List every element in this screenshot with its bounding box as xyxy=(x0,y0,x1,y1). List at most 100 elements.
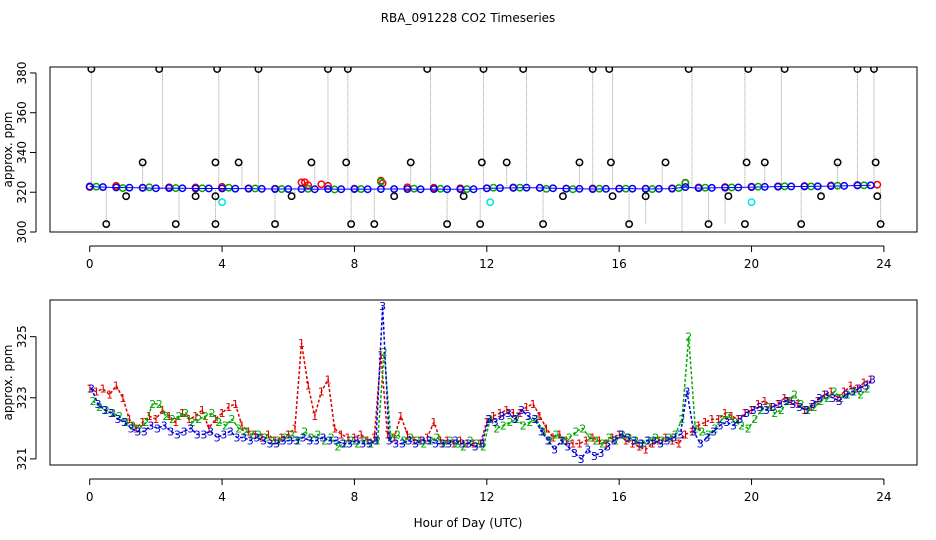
series-point-label: 2 xyxy=(705,428,712,441)
series-point-label: 1 xyxy=(741,407,748,420)
series-point-label: 1 xyxy=(497,407,504,420)
series-point-label: 1 xyxy=(821,389,828,402)
series-point-label: 1 xyxy=(688,425,695,438)
series-point-label: 3 xyxy=(458,438,465,451)
data-point xyxy=(145,183,154,192)
series-point-label: 1 xyxy=(258,432,265,445)
series-point-label: 1 xyxy=(642,444,649,457)
series-point-label: 3 xyxy=(770,401,777,414)
data-point xyxy=(575,158,584,167)
series-point-label: 1 xyxy=(318,386,325,399)
series-point-label: 2 xyxy=(520,419,527,432)
series-point-label: 3 xyxy=(194,428,201,441)
series-point-label: 2 xyxy=(573,425,580,438)
data-point xyxy=(343,67,352,73)
series-point-label: 1 xyxy=(490,410,497,423)
series-point-label: 3 xyxy=(253,432,260,445)
data-point xyxy=(797,220,806,228)
series-point-label: 1 xyxy=(291,422,298,435)
data-point xyxy=(724,192,733,201)
series-point-label: 2 xyxy=(672,428,679,441)
series-point-label: 1 xyxy=(801,404,808,417)
series-point-label: 1 xyxy=(212,413,219,426)
series-point-label: 1 xyxy=(444,435,451,448)
series-point-label: 1 xyxy=(755,398,762,411)
series-point-label: 3 xyxy=(531,413,538,426)
series-point-label: 2 xyxy=(500,419,507,432)
data-point xyxy=(606,158,615,167)
series-point-label: 2 xyxy=(593,435,600,448)
series-point-label: 3 xyxy=(425,435,432,448)
series-point-label: 3 xyxy=(187,422,194,435)
series-point-label: 1 xyxy=(636,441,643,454)
series-point-label: 3 xyxy=(240,432,247,445)
y-tick-label: 380 xyxy=(15,62,29,85)
series-point-label: 1 xyxy=(649,438,656,451)
series-point-label: 3 xyxy=(273,438,280,451)
series-point-label: 1 xyxy=(715,413,722,426)
series-point-label: 3 xyxy=(617,428,624,441)
series-point-label: 1 xyxy=(391,432,398,445)
x-tick-label: 24 xyxy=(876,490,891,504)
series-point-label: 1 xyxy=(99,383,106,396)
series-point-label: 2 xyxy=(328,432,335,445)
series-point-label: 2 xyxy=(242,425,249,438)
series-point-label: 3 xyxy=(684,386,691,399)
series-point-label: 2 xyxy=(308,432,315,445)
data-point xyxy=(234,158,243,167)
data-point xyxy=(747,198,756,207)
series-point-label: 2 xyxy=(407,432,414,445)
series-point-label: 3 xyxy=(353,435,360,448)
series-point-label: 3 xyxy=(293,435,300,448)
series-point-label: 1 xyxy=(338,428,345,441)
series-point-label: 3 xyxy=(545,435,552,448)
series-point-label: 3 xyxy=(346,438,353,451)
series-point-label: 2 xyxy=(506,416,513,429)
series-point-label: 2 xyxy=(321,435,328,448)
data-point xyxy=(271,220,279,228)
series-point-label: 1 xyxy=(682,428,689,441)
series-point-label: 1 xyxy=(397,410,404,423)
series-point-label: 1 xyxy=(404,428,411,441)
series-point-label: 3 xyxy=(803,404,810,417)
series-point-label: 1 xyxy=(655,435,662,448)
series-point-label: 3 xyxy=(525,410,532,423)
data-point xyxy=(287,192,296,201)
series-point-label: 2 xyxy=(229,413,236,426)
series-point-label: 2 xyxy=(235,422,242,435)
series-point-label: 3 xyxy=(862,380,869,393)
x-tick-label: 0 xyxy=(86,257,94,271)
plot-area xyxy=(85,67,885,232)
x-tick-label: 12 xyxy=(479,490,494,504)
series-point-label: 1 xyxy=(788,395,795,408)
data-point xyxy=(519,67,528,73)
series-point-label: 1 xyxy=(775,398,782,411)
series-point-label: 3 xyxy=(611,435,618,448)
series-point-label: 3 xyxy=(379,300,386,313)
series-point-label: 2 xyxy=(96,401,103,414)
series-point-label: 3 xyxy=(485,413,492,426)
series-point-label: 2 xyxy=(182,407,189,420)
y-tick-label: 321 xyxy=(15,447,29,470)
series-point-label: 3 xyxy=(88,383,95,396)
data-point xyxy=(760,158,769,167)
series-point-label: 1 xyxy=(847,380,854,393)
series-point-label: 1 xyxy=(530,398,537,411)
series-point-label: 3 xyxy=(412,438,419,451)
series-point-label: 2 xyxy=(632,435,639,448)
series-point-label: 2 xyxy=(599,438,606,451)
series-point-label: 3 xyxy=(161,419,168,432)
x-tick-label: 24 xyxy=(876,257,891,271)
data-point xyxy=(406,158,415,167)
series-point-label: 3 xyxy=(697,438,704,451)
series-point-label: 3 xyxy=(591,450,598,463)
series-point-label: 1 xyxy=(748,404,755,417)
x-tick-label: 4 xyxy=(218,257,226,271)
series-point-label: 1 xyxy=(245,425,252,438)
series-point-label: 2 xyxy=(798,398,805,411)
series-point-label: 2 xyxy=(215,416,222,429)
series-point-label: 3 xyxy=(631,435,638,448)
series-point-label: 3 xyxy=(419,435,426,448)
